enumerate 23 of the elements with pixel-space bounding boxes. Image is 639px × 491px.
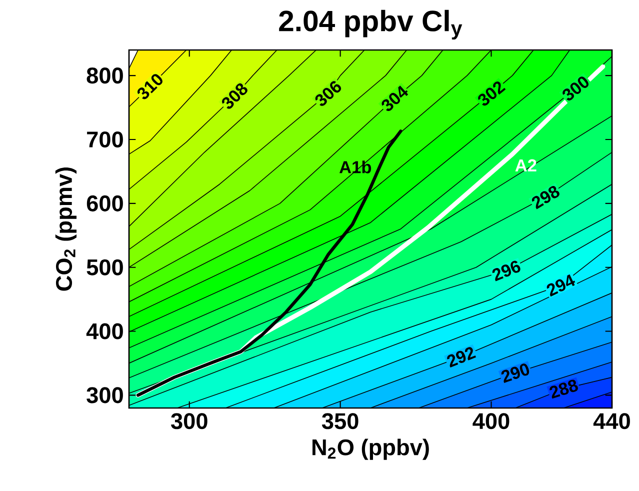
series-label: 308 (222, 83, 248, 109)
x-tick-label: 350 (322, 413, 358, 430)
series-label: 292 (447, 347, 476, 368)
series-label: 306 (315, 81, 342, 106)
y-tick-label: 500 (86, 259, 123, 276)
y-tick-label: 400 (86, 323, 123, 340)
x-axis-title: N$_{2}$O (ppbv) (312, 438, 429, 460)
series-label: 304 (382, 86, 408, 112)
y-axis-title: CO$_{2}$ (ppmv) (55, 167, 77, 291)
x-tick-label: 440 (593, 413, 630, 430)
x-tick-label: 400 (472, 413, 510, 430)
y-tick-label: 600 (86, 195, 123, 212)
series-label: 302 (478, 81, 506, 106)
series-label: 300 (562, 76, 589, 100)
series-label: 294 (546, 274, 576, 297)
y-tick-label: 700 (87, 131, 123, 148)
chart-title: 2.04 ppbv Cl$_{y}$ (279, 10, 462, 40)
legend-label: 310 (137, 74, 162, 100)
x-tick-label: 300 (170, 413, 208, 430)
series-label: 296 (492, 260, 520, 282)
y-tick-label: 800 (86, 68, 123, 84)
series-label: 298 (532, 186, 560, 210)
y-tick-label: 300 (86, 387, 123, 404)
